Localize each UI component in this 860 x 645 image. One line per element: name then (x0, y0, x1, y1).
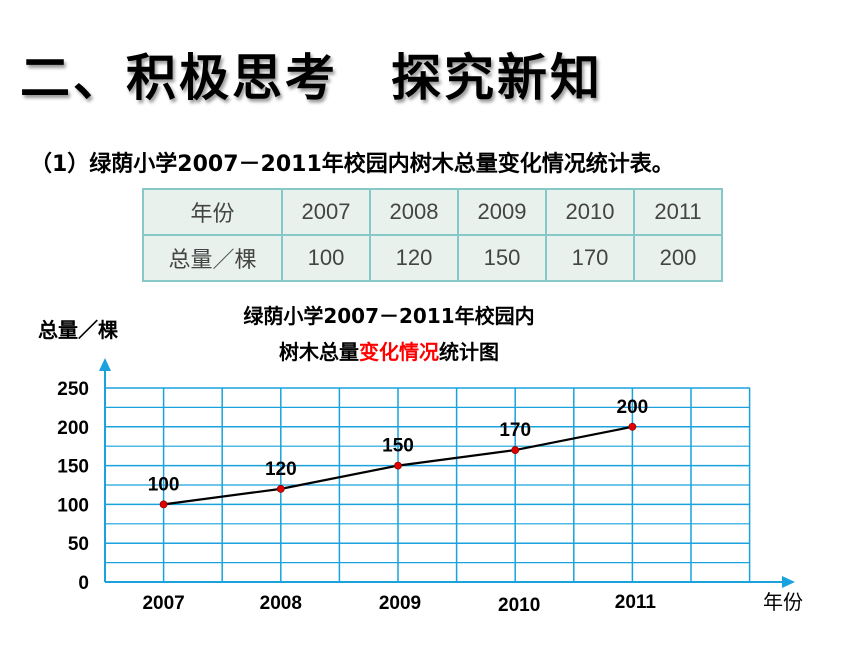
table-value-cell: 200 (633, 234, 723, 282)
table-header-row: 年份 2007 2008 2009 2010 2011 (142, 188, 723, 236)
table-year-cell: 2010 (545, 188, 635, 236)
table-year-cell: 2007 (281, 188, 371, 236)
data-label: 120 (265, 459, 297, 480)
table-year-cell: 2008 (369, 188, 459, 236)
data-point (159, 500, 168, 509)
x-tick-label: 2007 (142, 593, 184, 614)
table-year-cell: 2009 (457, 188, 547, 236)
chart-title-line1: 绿荫小学2007－2011年校园内 (243, 304, 535, 328)
y-tick-label: 200 (57, 418, 89, 439)
data-label: 100 (148, 474, 180, 495)
y-tick-label: 150 (57, 457, 89, 478)
y-axis-arrow (99, 358, 111, 371)
x-tick-label: 2008 (260, 593, 302, 614)
x-axis-arrow (782, 576, 795, 588)
table-row-label: 总量／棵 (142, 234, 283, 282)
table-value-cell: 150 (457, 234, 547, 282)
data-label: 200 (617, 397, 649, 418)
table-caption: （1）绿荫小学2007－2011年校园内树木总量变化情况统计表。 (30, 152, 674, 177)
y-tick-label: 250 (57, 379, 89, 400)
data-point (276, 484, 285, 493)
statistics-table: 年份 2007 2008 2009 2010 2011 总量／棵 100 120… (142, 188, 723, 282)
table-value-cell: 100 (281, 234, 371, 282)
chart-title-suffix: 统计图 (439, 340, 499, 364)
x-tick-label: 2009 (379, 593, 421, 614)
y-tick-label: 50 (68, 534, 89, 555)
chart-title-prefix: 树木总量 (279, 340, 359, 364)
y-tick-label: 0 (78, 573, 89, 594)
data-label: 150 (382, 436, 414, 457)
data-point (394, 461, 402, 470)
table-value-cell: 170 (545, 234, 635, 282)
table-header-label: 年份 (142, 188, 283, 236)
table-year-cell: 2011 (633, 188, 723, 236)
x-axis-label: 年份 (763, 590, 803, 614)
data-label: 170 (499, 420, 531, 441)
chart-title-line2: 树木总量变化情况统计图 (200, 336, 578, 365)
data-point (511, 446, 520, 454)
page-heading: 二、积极思考 探究新知 (20, 49, 603, 107)
chart-title-highlight: 变化情况 (359, 340, 439, 364)
y-axis-label: 总量／棵 (38, 318, 118, 342)
table-value-row: 总量／棵 100 120 150 170 200 (142, 234, 723, 282)
data-point (628, 422, 637, 431)
table-value-cell: 120 (369, 234, 459, 282)
x-tick-label: 2010 (498, 595, 540, 616)
y-tick-label: 100 (57, 495, 89, 516)
x-tick-label: 2011 (615, 592, 657, 613)
